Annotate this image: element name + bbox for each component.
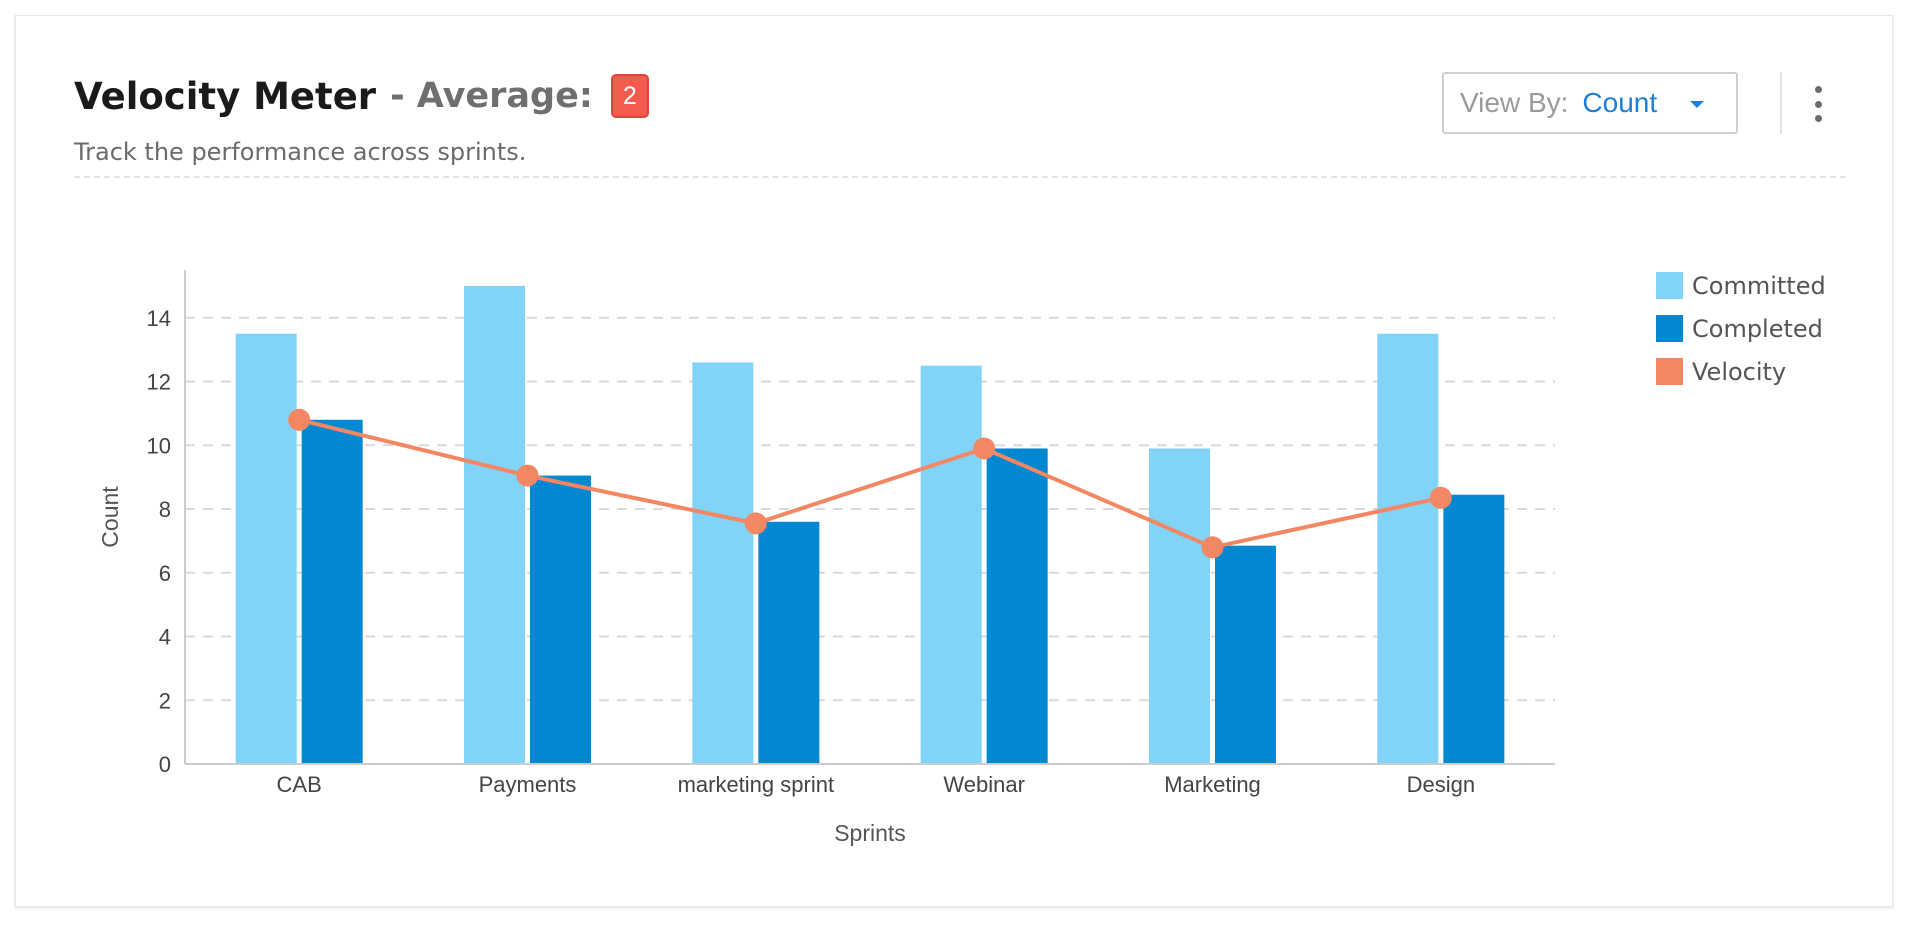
bar-completed-1[interactable]	[530, 475, 591, 764]
bar-committed-2[interactable]	[692, 362, 754, 764]
average-badge: 2	[610, 74, 649, 118]
velocity-point-1[interactable]	[516, 464, 539, 487]
caret-down-icon	[1690, 101, 1704, 108]
bar-committed-4[interactable]	[1149, 448, 1210, 764]
bar-completed-3[interactable]	[986, 448, 1048, 764]
y-tick-label: 4	[159, 625, 171, 650]
y-tick-label: 0	[159, 752, 171, 777]
legend-item-velocity[interactable]: Velocity	[1656, 350, 1826, 393]
bar-committed-3[interactable]	[920, 365, 982, 764]
average-label: - Average:	[390, 76, 593, 116]
bar-committed-0[interactable]	[235, 333, 297, 764]
legend-label-completed: Completed	[1692, 314, 1823, 343]
legend-swatch-velocity	[1656, 358, 1683, 385]
y-tick-label: 10	[147, 433, 171, 458]
bar-completed-0[interactable]	[301, 419, 363, 764]
x-tick-label: CAB	[277, 772, 322, 797]
velocity-point-5[interactable]	[1429, 486, 1452, 509]
bar-completed-2[interactable]	[758, 521, 820, 764]
x-tick-label: marketing sprint	[678, 772, 835, 797]
bar-completed-5[interactable]	[1443, 494, 1505, 764]
axes: 0 2 4 6 8 10 12 14 CAB Payments marketing sprint We…	[147, 270, 1555, 797]
velocity-polyline	[298, 417, 1442, 550]
card-title: Velocity Meter	[74, 74, 377, 118]
velocity-line	[288, 408, 1452, 559]
y-axis-title: Count	[97, 486, 123, 548]
y-tick-label: 8	[159, 497, 171, 522]
velocity-point-3[interactable]	[973, 437, 996, 460]
legend-item-committed[interactable]: Committed	[1656, 264, 1826, 307]
x-tick-label: Design	[1407, 772, 1475, 797]
y-tick-label: 14	[147, 306, 171, 331]
view-by-dropdown[interactable]: View By: Count	[1442, 72, 1738, 134]
y-tick-label: 6	[159, 561, 171, 586]
x-tick-label: Webinar	[943, 772, 1025, 797]
velocity-point-2[interactable]	[744, 512, 767, 535]
bars	[235, 285, 1505, 764]
grid-lines	[185, 316, 1555, 702]
x-tick-label: Payments	[479, 772, 577, 797]
y-tick-label: 2	[159, 688, 171, 713]
velocity-point-4[interactable]	[1201, 536, 1224, 559]
legend-swatch-committed	[1656, 272, 1683, 299]
x-axis-title: Sprints	[834, 820, 906, 846]
bar-committed-5[interactable]	[1377, 333, 1439, 764]
legend-item-completed[interactable]: Completed	[1656, 307, 1826, 350]
header-separator	[1780, 72, 1782, 134]
y-tick-label: 12	[147, 370, 171, 395]
more-options-icon[interactable]	[1806, 86, 1830, 122]
view-by-value: Count	[1582, 87, 1658, 118]
legend-label-committed: Committed	[1692, 271, 1826, 300]
title-row: Velocity Meter - Average: 2	[74, 68, 1846, 124]
legend-swatch-completed	[1656, 315, 1683, 342]
bar-completed-4[interactable]	[1215, 545, 1276, 764]
legend-label-velocity: Velocity	[1692, 357, 1787, 386]
card-header: Velocity Meter - Average: 2 Track the pe…	[74, 68, 1846, 178]
header-divider	[74, 176, 1846, 178]
velocity-point-0[interactable]	[288, 408, 311, 431]
chart-legend: Committed Completed Velocity	[1656, 264, 1826, 393]
x-tick-label: Marketing	[1164, 772, 1261, 797]
bar-committed-1[interactable]	[464, 285, 525, 764]
card-subtitle: Track the performance across sprints.	[74, 138, 527, 166]
view-by-label: View By:	[1460, 87, 1569, 118]
